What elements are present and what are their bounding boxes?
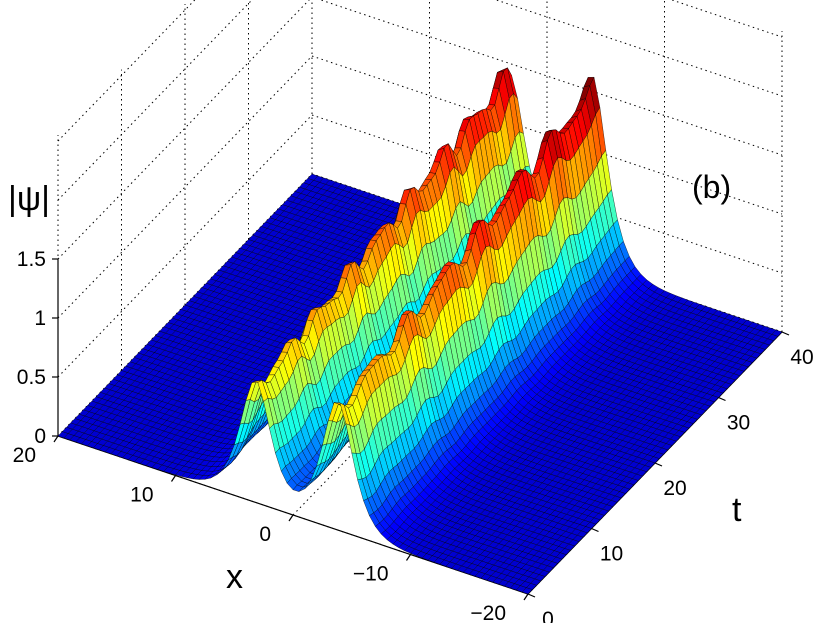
x-tick-mark	[171, 475, 176, 482]
x-tick-mark	[406, 554, 411, 561]
x-tick-mark	[288, 514, 294, 522]
grid-line-back-z	[670, 0, 783, 38]
t-tick-label: 40	[790, 346, 813, 369]
panel-label: (b)	[692, 169, 731, 205]
t-tick-mark	[591, 527, 599, 533]
z-tick-label: 0.5	[17, 366, 46, 389]
x-tick-label: 10	[130, 484, 153, 507]
t-tick-label: 20	[663, 477, 686, 500]
x-tick-label: −20	[470, 602, 506, 623]
t-tick-mark	[654, 462, 663, 467]
grid-line-side-z	[57, 0, 253, 201]
z-tick-label: 1	[34, 307, 46, 330]
grid-line-side-z	[57, 0, 196, 142]
z-axis-label: |ψ|	[8, 180, 50, 218]
grid-line-side-z	[57, 114, 313, 378]
t-tick-label: 10	[600, 543, 623, 566]
t-tick-mark	[527, 593, 536, 598]
t-axis-label: t	[732, 491, 742, 529]
t-tick-label: 0	[542, 608, 554, 623]
grid-line-side-z	[57, 0, 310, 260]
grid-line-side-z	[57, 55, 313, 319]
x-axis-label: x	[226, 558, 243, 596]
x-tick-label: −10	[353, 563, 389, 586]
t-tick-label: 30	[727, 412, 750, 435]
grid-line-floor-x	[292, 252, 548, 516]
x-tick-label: 0	[259, 523, 271, 546]
t-tick-mark	[781, 331, 790, 336]
z-tick-label: 0	[34, 425, 46, 448]
x-tick-mark	[53, 435, 59, 443]
z-tick-label: 1.5	[17, 248, 46, 271]
x-tick-label: 20	[13, 444, 36, 467]
t-tick-mark	[718, 396, 726, 402]
x-tick-mark	[523, 593, 529, 601]
surface-layer	[57, 67, 783, 595]
